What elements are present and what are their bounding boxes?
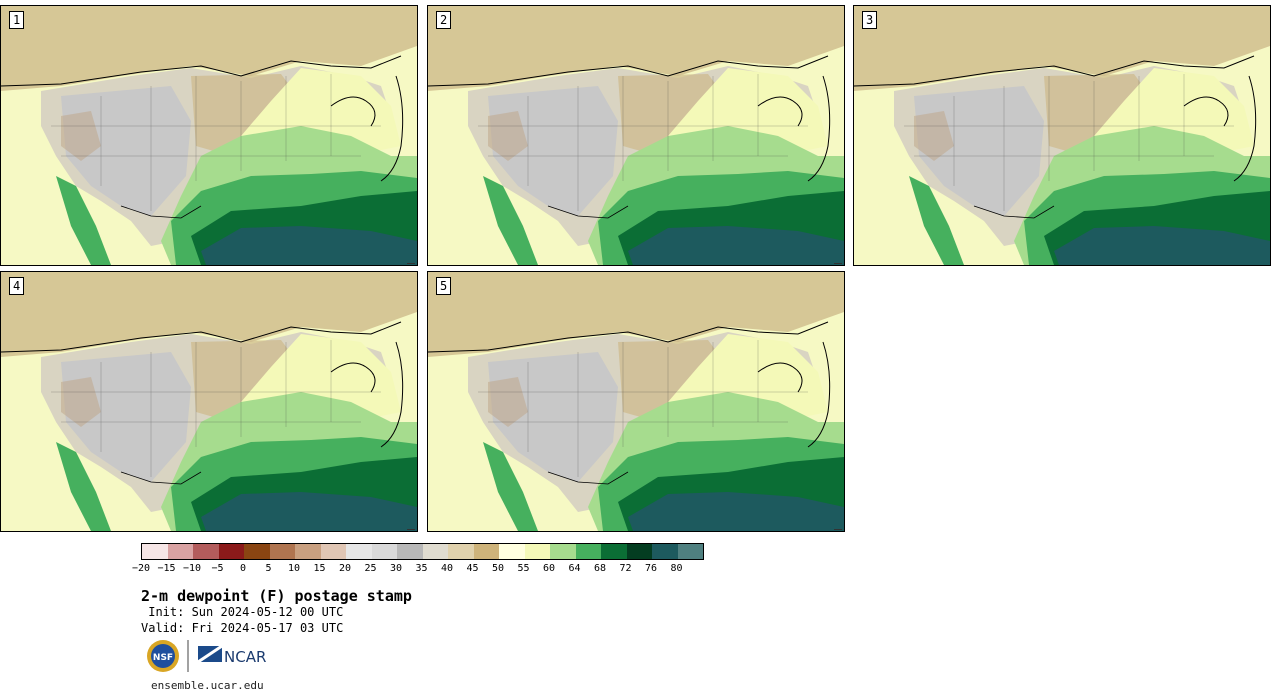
colorbar-segment	[524, 544, 550, 559]
ncar-logo-icon: NCAR	[197, 644, 266, 666]
colorbar-segment	[167, 544, 193, 559]
colorbar-tick-label: 5	[265, 563, 272, 574]
map-panel-5: 5	[427, 271, 845, 532]
colorbar-segment	[550, 544, 576, 559]
colorbar-tick-label: 0	[239, 563, 247, 574]
dewpoint-map	[1, 272, 417, 531]
valid-time: Valid: Fri 2024-05-17 03 UTC	[141, 621, 344, 635]
colorbar-segment	[626, 544, 652, 559]
dewpoint-map	[428, 272, 844, 531]
colorbar-segment	[397, 544, 423, 559]
colorbar-segment	[295, 544, 321, 559]
colorbar-ticks: −20 −15 −10 −5 0 5 10 15 20 25 30 35 40 45 50 55 60 64 68 7…	[130, 563, 770, 577]
colorbar-segment	[601, 544, 627, 559]
scale-mark	[407, 529, 415, 530]
colorbar-tick-label: 80	[670, 563, 683, 574]
map-panel-1: 1	[0, 5, 418, 266]
colorbar-tick-label: 60	[542, 563, 556, 574]
colorbar-tick-label: 76	[644, 563, 658, 574]
colorbar-segment	[244, 544, 270, 559]
colorbar-segment	[218, 544, 244, 559]
colorbar-segment	[269, 544, 295, 559]
colorbar-tick-label: 68	[593, 563, 607, 574]
nsf-ncar-logo-icon: NSF NCAR	[147, 640, 266, 672]
colorbar-tick-label: 64	[568, 563, 581, 574]
colorbar-tick-label: 35	[415, 563, 428, 574]
map-panel-2: 2	[427, 5, 845, 266]
colorbar-tick-label: 25	[364, 563, 377, 574]
panel-number: 4	[9, 277, 25, 295]
colorbar-segment	[320, 544, 346, 559]
init-time: Init: Sun 2024-05-12 00 UTC	[141, 605, 344, 619]
colorbar-tick-label: 40	[440, 563, 454, 574]
colorbar-tick-label: 45	[466, 563, 479, 574]
colorbar-segment	[193, 544, 219, 559]
dewpoint-map	[1, 6, 417, 265]
colorbar-tick-label: 72	[619, 563, 632, 574]
colorbar-segment	[371, 544, 397, 559]
panel-number: 2	[436, 11, 452, 29]
colorbar-segment	[346, 544, 372, 559]
colorbar-segment	[473, 544, 499, 559]
colorbar-segment	[499, 544, 525, 559]
map-panel-3: 3	[853, 5, 1271, 266]
colorbar-segment	[575, 544, 601, 559]
dewpoint-map	[428, 6, 844, 265]
colorbar-segment	[448, 544, 474, 559]
colorbar-segment	[652, 544, 678, 559]
colorbar-tick-label: −10	[182, 563, 202, 574]
website-url: ensemble.ucar.edu	[151, 679, 264, 692]
colorbar-tick-label: −15	[157, 563, 176, 574]
chart-title: 2-m dewpoint (F) postage stamp	[141, 587, 412, 605]
colorbar-tick-label: 55	[517, 563, 530, 574]
scale-mark	[834, 263, 842, 264]
scale-mark	[834, 529, 842, 530]
colorbar-tick-label: 15	[313, 563, 326, 574]
colorbar	[141, 543, 704, 560]
colorbar-tick-label: 30	[389, 563, 403, 574]
nsf-logo-icon: NSF	[147, 640, 179, 672]
panel-number: 1	[9, 11, 25, 29]
colorbar-segment	[422, 544, 448, 559]
nsf-text: NSF	[153, 653, 173, 663]
panel-number: 3	[862, 11, 878, 29]
colorbar-tick-label: 50	[491, 563, 505, 574]
ncar-text: NCAR	[224, 648, 266, 666]
colorbar-tick-label: −5	[211, 563, 224, 574]
panel-number: 5	[436, 277, 452, 295]
colorbar-segment	[142, 544, 168, 559]
dewpoint-map	[854, 6, 1270, 265]
scale-mark	[407, 263, 415, 264]
colorbar-tick-label: 20	[338, 563, 352, 574]
colorbar-tick-label: −20	[131, 563, 151, 574]
colorbar-segment	[677, 544, 703, 559]
map-panel-4: 4	[0, 271, 418, 532]
colorbar-tick-label: 10	[287, 563, 301, 574]
logos: NSF NCAR	[145, 638, 275, 676]
